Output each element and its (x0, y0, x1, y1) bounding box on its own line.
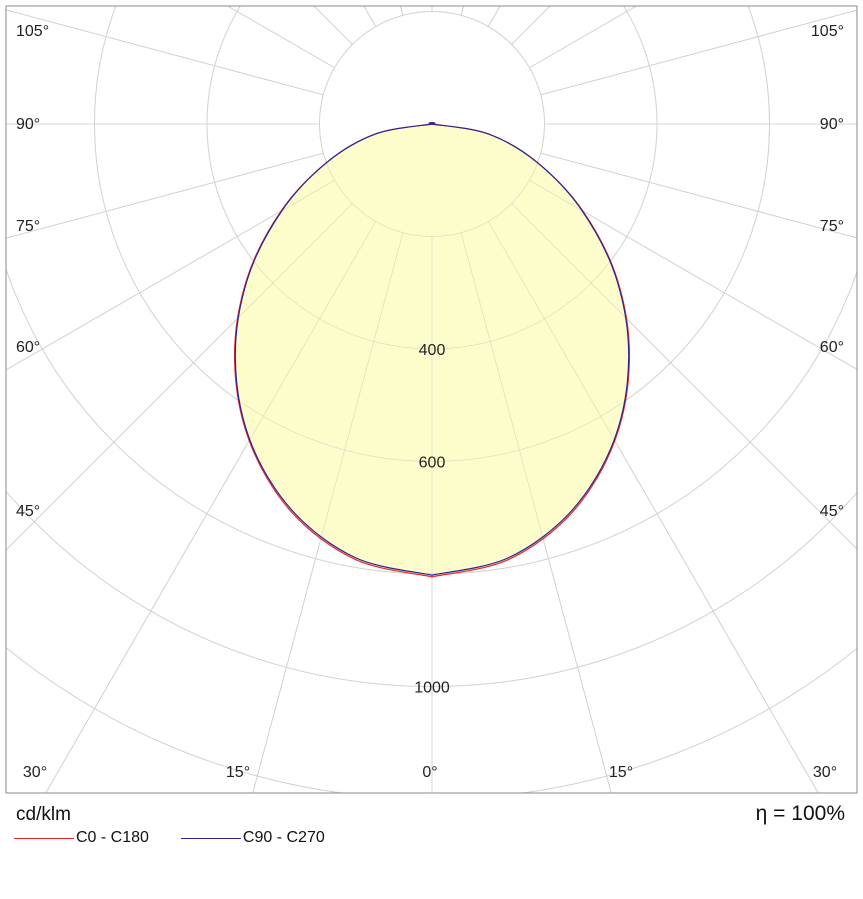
angle-label-bottom-3: 15° (609, 764, 633, 781)
efficiency-label: η = 100% (755, 802, 845, 825)
legend-swatch-c0-c180 (14, 837, 74, 839)
grid-spoke-overlay--105 (6, 9, 324, 96)
grid-spoke-150 (487, 6, 501, 27)
radial-tick-label-1000: 1000 (414, 680, 450, 697)
radial-tick-label-400: 400 (419, 342, 446, 359)
legend-label-c0-c180: C0 - C180 (76, 829, 149, 846)
grid-spoke-overlay--120 (226, 6, 335, 69)
legend-item-c90-c270: C90 - C270 (180, 829, 325, 847)
angle-label-left-45: 45° (16, 503, 40, 520)
angle-label-bottom-1: 15° (226, 764, 250, 781)
angle-label-left-105: 105° (16, 23, 49, 40)
grid-ring-overlay-400 (206, 6, 658, 350)
grid-spoke-overlay--150 (363, 6, 377, 27)
angle-label-left-75: 75° (16, 218, 40, 235)
grid-spoke-overlay-150 (487, 6, 501, 27)
grid-ring-overlay-800 (6, 267, 857, 575)
angle-label-right-75: 75° (820, 218, 844, 235)
legend: C0 - C180 C90 - C270 (14, 829, 357, 847)
legend-swatch-c90-c270 (180, 837, 241, 839)
grid-spoke--105 (6, 9, 324, 96)
plot-frame (5, 5, 858, 794)
angle-label-right-105: 105° (811, 23, 844, 40)
angle-label-right-90: 90° (820, 116, 844, 133)
grid-spoke--150 (363, 6, 377, 27)
angle-label-bottom-0: 30° (23, 764, 47, 781)
legend-item-c0-c180: C0 - C180 (14, 829, 149, 847)
series-line-c90-c270 (234, 122, 630, 576)
unit-label: cd/klm (16, 804, 71, 825)
angle-label-right-45: 45° (820, 503, 844, 520)
grid-ring-overlay-600 (94, 6, 770, 462)
radial-tick-label-600: 600 (419, 455, 446, 472)
angle-label-bottom-2: 0° (422, 764, 437, 781)
angle-label-left-60: 60° (16, 339, 40, 356)
legend-label-c90-c270: C90 - C270 (242, 829, 325, 846)
angle-label-right-60: 60° (820, 339, 844, 356)
angle-label-bottom-4: 30° (813, 764, 837, 781)
grid-spoke-overlay-105 (540, 9, 857, 96)
grid-ring-overlay-200 (319, 11, 545, 237)
grid-ring-overlay-1000 (6, 490, 857, 687)
grid-spoke-105 (540, 9, 857, 96)
grid-spoke--120 (226, 6, 335, 69)
angle-label-left-90: 90° (16, 116, 40, 133)
